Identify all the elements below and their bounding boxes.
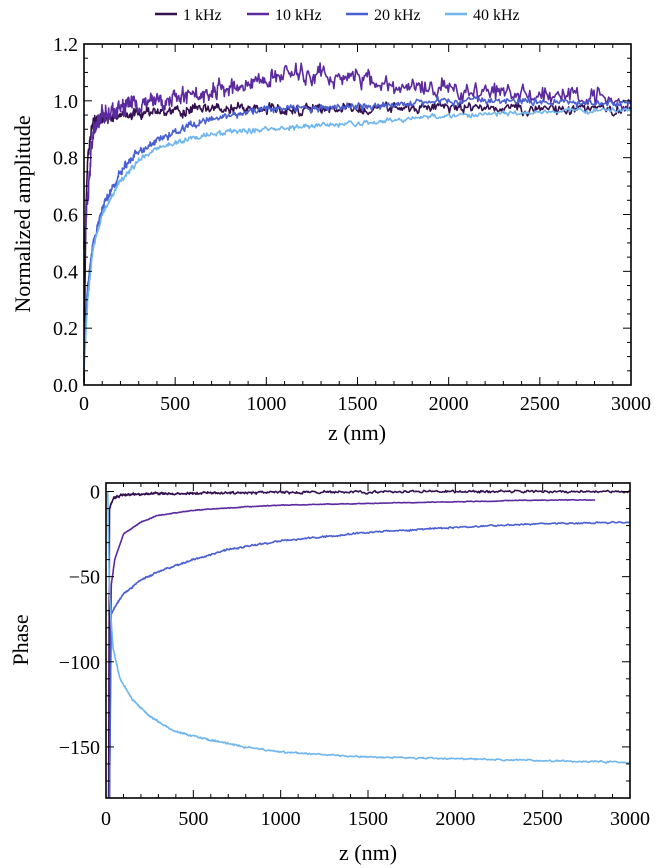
y-tick-label: 0 (90, 482, 100, 504)
amplitude-chart: 0 500 1000 1500 2000 2500 3000 0.0 0.2 0… (10, 34, 651, 445)
phase-tick-layer (105, 483, 631, 799)
series-line-40-khz (106, 491, 631, 764)
legend: 1 kHz 10 kHz 20 kHz 40 kHz (155, 7, 520, 24)
legend-item-1khz: 1 kHz (155, 7, 222, 24)
series-line-20-khz (83, 95, 632, 356)
x-tick-label: 500 (160, 393, 190, 415)
y-tick-label: 1.2 (53, 34, 78, 56)
series-line-40-khz (83, 106, 632, 373)
series-line-10-khz (108, 498, 596, 798)
x-tick-label: 1500 (338, 393, 378, 415)
amplitude-series-layer (83, 62, 632, 384)
y-tick-label: 0.0 (53, 375, 78, 397)
series-line-10-khz (83, 62, 632, 250)
x-tick-label: 2500 (520, 393, 560, 415)
phase-series-layer (106, 489, 631, 798)
x-tick-label: 3000 (611, 393, 651, 415)
legend-label: 20 kHz (374, 7, 421, 24)
x-tick-label: 2000 (435, 808, 475, 830)
legend-label: 10 kHz (275, 7, 322, 24)
legend-item-20khz: 20 kHz (346, 7, 421, 24)
y-tick-label: −100 (59, 652, 100, 674)
y-tick-label: 0.2 (53, 318, 78, 340)
phase-plot-frame (105, 482, 631, 799)
phase-x-tick-labels: 0 500 1000 1500 2000 2500 3000 (101, 808, 650, 830)
legend-item-10khz: 10 kHz (247, 7, 322, 24)
amplitude-y-tick-labels: 0.0 0.2 0.4 0.6 0.8 1.0 1.2 (53, 34, 78, 397)
x-axis-title: z (nm) (339, 840, 397, 865)
x-tick-label: 0 (79, 393, 89, 415)
y-tick-label: −150 (59, 737, 100, 759)
x-tick-label: 500 (178, 808, 208, 830)
series-line-1-khz (107, 489, 631, 798)
y-axis-title: Phase (8, 614, 33, 665)
legend-label: 1 kHz (183, 7, 222, 24)
legend-label: 40 kHz (473, 7, 520, 24)
phase-chart: 0 500 1000 1500 2000 2500 3000 0 −50 −10… (8, 482, 650, 865)
y-tick-label: 0.4 (53, 261, 78, 283)
x-tick-label: 1000 (261, 808, 301, 830)
y-tick-label: −50 (69, 567, 100, 589)
x-tick-label: 3000 (610, 808, 650, 830)
x-axis-title: z (nm) (328, 420, 386, 445)
phase-y-tick-labels: 0 −50 −100 −150 (59, 482, 100, 759)
x-tick-label: 1000 (246, 393, 286, 415)
y-tick-label: 1.0 (53, 91, 78, 113)
y-axis-title: Normalized amplitude (10, 115, 35, 312)
legend-item-40khz: 40 kHz (445, 7, 520, 24)
amplitude-x-tick-labels: 0 500 1000 1500 2000 2500 3000 (79, 393, 651, 415)
y-tick-label: 0.8 (53, 148, 78, 170)
series-line-20-khz (108, 520, 631, 798)
x-tick-label: 2000 (429, 393, 469, 415)
series-line-1-khz (83, 100, 632, 384)
x-tick-label: 0 (101, 808, 111, 830)
x-tick-label: 2500 (523, 808, 563, 830)
x-tick-label: 1500 (348, 808, 388, 830)
amplitude-plot-frame (83, 43, 632, 386)
y-tick-label: 0.6 (53, 205, 78, 227)
